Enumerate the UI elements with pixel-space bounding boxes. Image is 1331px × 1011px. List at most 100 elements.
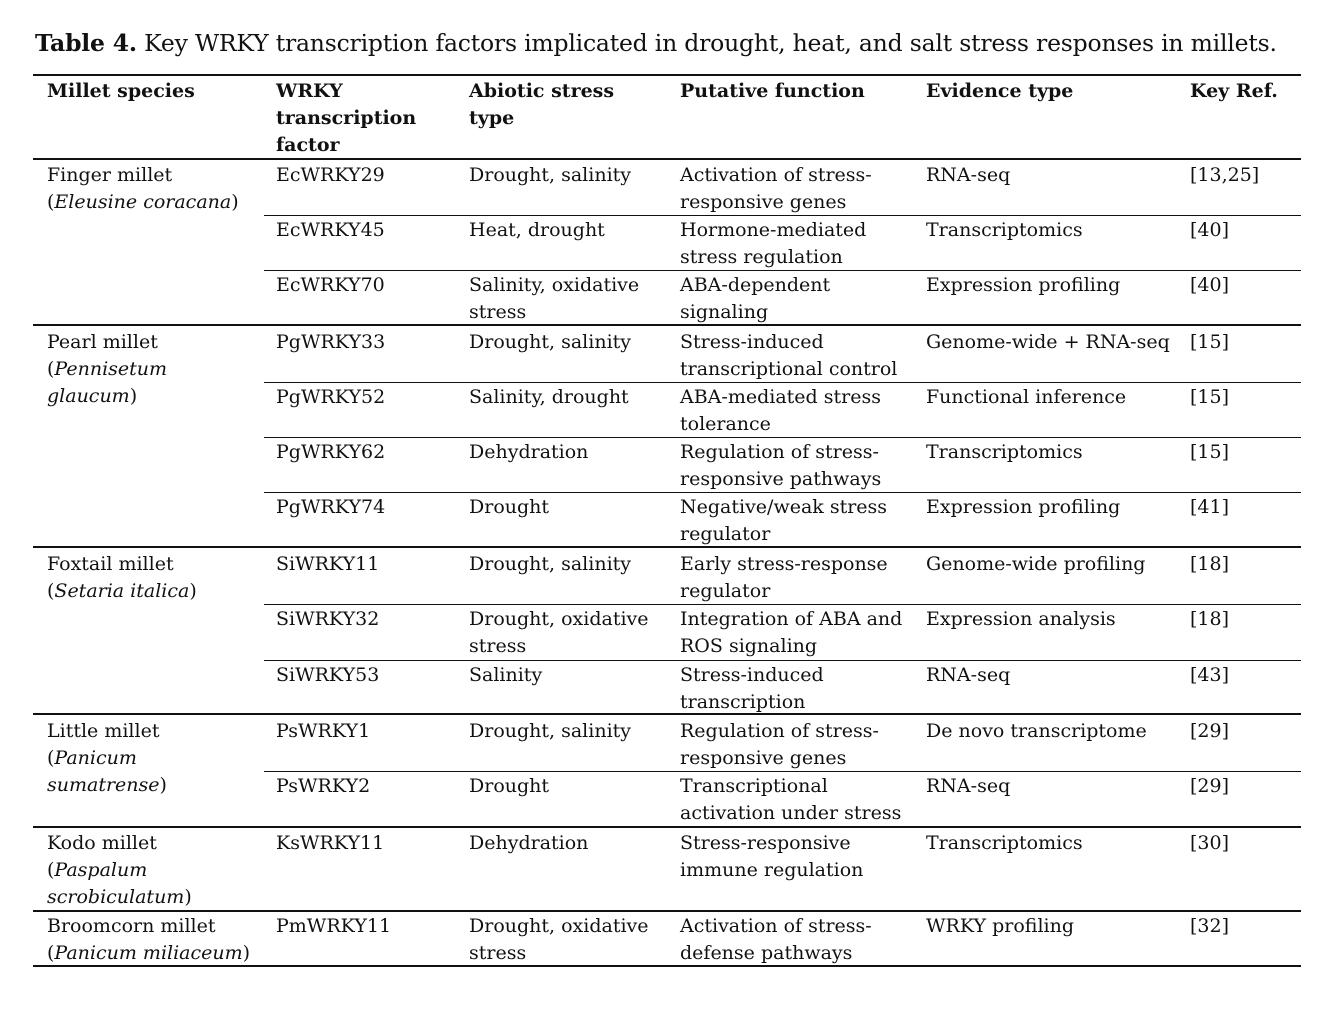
latin-punct: ( [47, 942, 55, 964]
cell-putative-function: Stress-induced [680, 664, 824, 686]
cell-stress-type: stress [469, 635, 527, 657]
cell-key-ref: [18] [1190, 553, 1230, 575]
header-stress-type: type [469, 107, 515, 129]
latin-italic: Eleusine coracana [54, 191, 232, 213]
cell-putative-function: Activation of stress- [680, 164, 872, 186]
cell-putative-function: activation under stress [680, 802, 902, 824]
cell-putative-function: Stress-responsive [680, 832, 851, 854]
header-wrky-factor: WRKY [276, 80, 343, 102]
latin-italic: scrobiculatum [47, 886, 185, 908]
latin-punct: ( [47, 358, 55, 380]
cell-stress-type: Dehydration [469, 832, 589, 854]
cell-evidence-type: RNA-seq [926, 164, 1011, 186]
latin-italic: Panicum miliaceum [54, 942, 243, 964]
cell-putative-function: signaling [680, 301, 769, 323]
cell-wrky-factor: PsWRKY2 [276, 775, 371, 797]
cell-putative-function: transcriptional control [680, 358, 898, 380]
latin-punct: ) [129, 385, 138, 407]
group-divider [33, 324, 1301, 326]
species-common-name: Finger millet [47, 164, 173, 186]
header-wrky-factor: transcription [276, 107, 417, 129]
row-divider [264, 382, 1301, 383]
cell-putative-function: defense pathways [680, 942, 853, 964]
cell-putative-function: responsive genes [680, 191, 847, 213]
cell-key-ref: [18] [1190, 608, 1230, 630]
cell-stress-type: stress [469, 942, 527, 964]
species-common-name: Pearl millet [47, 331, 158, 353]
cell-wrky-factor: PgWRKY62 [276, 441, 386, 463]
cell-wrky-factor: EcWRKY29 [276, 164, 385, 186]
row-divider [264, 437, 1301, 438]
cell-stress-type: stress [469, 301, 527, 323]
cell-putative-function: Hormone-mediated [680, 219, 867, 241]
cell-key-ref: [30] [1190, 832, 1230, 854]
species-latin-name: (Panicum miliaceum) [47, 940, 250, 967]
cell-wrky-factor: SiWRKY53 [276, 664, 380, 686]
species-latin-name: glaucum) [47, 383, 137, 410]
species-common-name: Broomcorn millet [47, 915, 216, 937]
cell-key-ref: [40] [1190, 219, 1230, 241]
latin-punct: ) [189, 580, 197, 602]
cell-stress-type: Drought, salinity [469, 553, 632, 575]
cell-key-ref: [29] [1190, 720, 1230, 742]
latin-punct: ( [47, 191, 55, 213]
cell-wrky-factor: PmWRKY11 [276, 915, 392, 937]
cell-key-ref: [15] [1190, 331, 1230, 353]
cell-putative-function: transcription [680, 691, 806, 713]
cell-evidence-type: Functional inference [926, 386, 1127, 408]
header-putative-function: Putative function [680, 80, 865, 102]
species-latin-name: scrobiculatum) [47, 884, 192, 911]
cell-stress-type: Drought [469, 496, 550, 518]
cell-stress-type: Drought, salinity [469, 331, 632, 353]
cell-stress-type: Salinity, drought [469, 386, 629, 408]
latin-punct: ) [159, 774, 167, 796]
cell-putative-function: immune regulation [680, 859, 864, 881]
cell-key-ref: [40] [1190, 274, 1230, 296]
row-divider [264, 270, 1301, 271]
cell-putative-function: Regulation of stress- [680, 720, 879, 742]
group-divider [33, 826, 1301, 828]
header-key-ref: Key Ref. [1190, 80, 1278, 102]
latin-punct: ) [242, 942, 251, 964]
cell-stress-type: Drought, oxidative [469, 915, 649, 937]
row-divider [264, 771, 1301, 772]
cell-stress-type: Drought, salinity [469, 164, 632, 186]
cell-putative-function: Integration of ABA and [680, 608, 903, 630]
row-divider [264, 492, 1301, 493]
species-latin-name: (Pennisetum [47, 356, 167, 383]
cell-evidence-type: De novo transcriptome [926, 720, 1147, 742]
latin-italic: glaucum [47, 385, 130, 407]
cell-putative-function: regulator [680, 523, 771, 545]
species-latin-name: (Eleusine coracana) [47, 189, 239, 216]
cell-evidence-type: Genome-wide profiling [926, 553, 1146, 575]
row-divider [264, 604, 1301, 605]
header-bottom-rule [33, 158, 1301, 160]
cell-key-ref: [41] [1190, 496, 1230, 518]
latin-italic: Panicum [54, 747, 137, 769]
cell-stress-type: Heat, drought [469, 219, 605, 241]
latin-punct: ( [47, 580, 55, 602]
cell-wrky-factor: PsWRKY1 [276, 720, 371, 742]
cell-key-ref: [15] [1190, 386, 1230, 408]
caption-label: Table 4. [35, 29, 137, 57]
cell-putative-function: Regulation of stress- [680, 441, 879, 463]
cell-evidence-type: WRKY profiling [926, 915, 1075, 937]
cell-key-ref: [15] [1190, 441, 1230, 463]
cell-wrky-factor: EcWRKY45 [276, 219, 385, 241]
cell-key-ref: [29] [1190, 775, 1230, 797]
cell-wrky-factor: PgWRKY33 [276, 331, 386, 353]
row-divider [264, 660, 1301, 661]
cell-evidence-type: Transcriptomics [926, 219, 1083, 241]
row-divider [264, 215, 1301, 216]
cell-putative-function: Negative/weak stress [680, 496, 888, 518]
cell-key-ref: [43] [1190, 664, 1230, 686]
species-latin-name: (Panicum [47, 745, 137, 772]
table-top-rule [33, 74, 1301, 76]
cell-wrky-factor: EcWRKY70 [276, 274, 385, 296]
cell-wrky-factor: SiWRKY32 [276, 608, 380, 630]
header-stress-type: Abiotic stress [469, 80, 615, 102]
species-latin-name: (Paspalum [47, 857, 147, 884]
latin-italic: sumatrense [47, 774, 160, 796]
cell-stress-type: Drought, salinity [469, 720, 632, 742]
species-common-name: Foxtail millet [47, 553, 174, 575]
